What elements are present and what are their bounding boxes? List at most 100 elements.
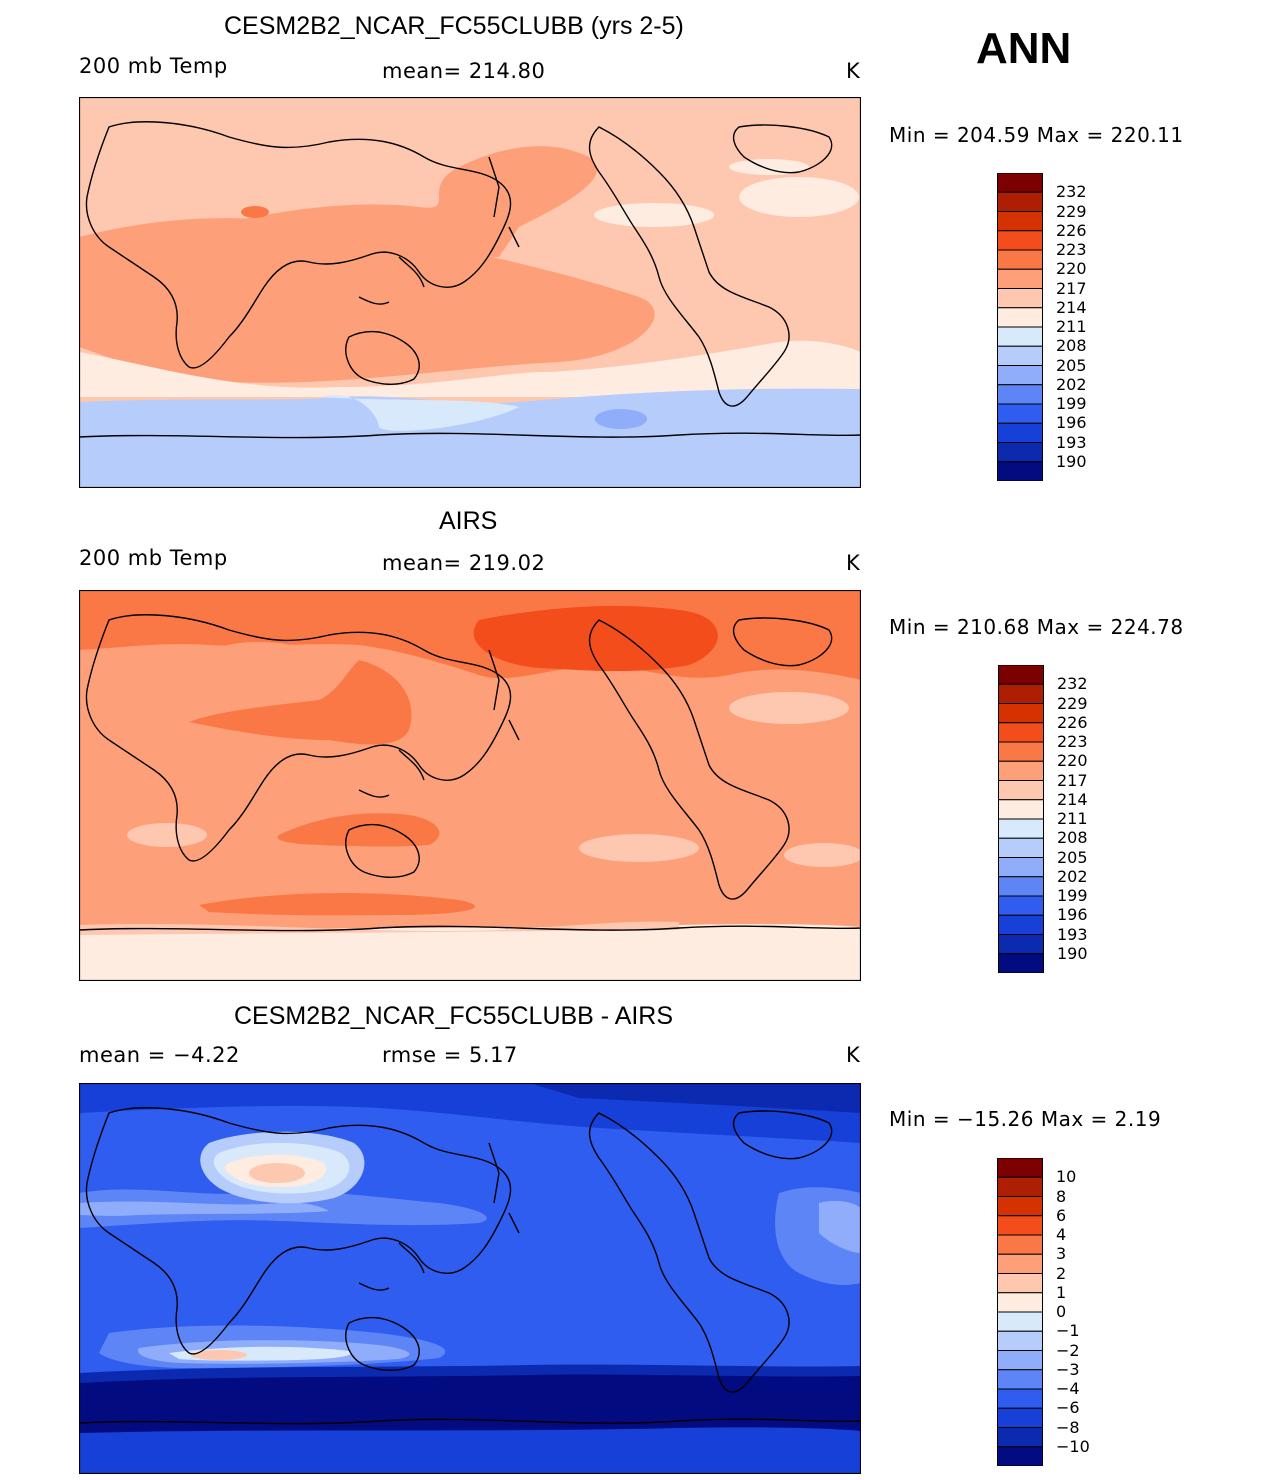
colorbar-swatch	[997, 191, 1043, 212]
panel2-colorbar	[998, 665, 1044, 973]
colorbar-swatch	[997, 249, 1043, 270]
colorbar-swatch	[997, 1369, 1043, 1390]
colorbar-swatch	[997, 1234, 1043, 1255]
panel1-contour-plot	[79, 97, 861, 488]
colorbar-tick-label: 3	[1056, 1244, 1067, 1264]
colorbar-tick-label: −10	[1056, 1436, 1090, 1456]
colorbar-tick-label: 205	[1057, 847, 1088, 867]
colorbar-swatch	[997, 1427, 1043, 1448]
colorbar-tick-label: 190	[1057, 943, 1088, 963]
colorbar-swatch	[997, 1446, 1043, 1466]
colorbar-swatch	[997, 1330, 1043, 1351]
panel3-minmax: Min = −15.26 Max = 2.19	[889, 1107, 1162, 1131]
colorbar-swatch	[997, 1158, 1043, 1178]
colorbar-swatch	[997, 384, 1043, 405]
colorbar-swatch	[997, 1407, 1043, 1428]
colorbar-tick-label: 208	[1057, 828, 1088, 848]
panel3-rmse-label: rmse = 5.17	[382, 1043, 518, 1067]
panel2-title: AIRS	[439, 507, 498, 535]
panel2-colorbar-swatches	[998, 665, 1044, 973]
colorbar-swatch	[997, 211, 1043, 232]
colorbar-swatch	[998, 665, 1044, 685]
colorbar-swatch	[998, 895, 1044, 916]
colorbar-swatch	[998, 799, 1044, 820]
colorbar-swatch	[997, 461, 1043, 481]
colorbar-tick-label: 193	[1056, 432, 1087, 452]
colorbar-swatch	[998, 818, 1044, 839]
colorbar-swatch	[997, 403, 1043, 424]
colorbar-swatch	[998, 934, 1044, 955]
panel2-variable-label: 200 mb Temp	[79, 546, 228, 570]
colorbar-tick-label: 193	[1057, 924, 1088, 944]
colorbar-tick-label: 199	[1057, 886, 1088, 905]
colorbar-swatch	[997, 1176, 1043, 1197]
colorbar-swatch	[997, 1388, 1043, 1409]
colorbar-swatch	[998, 722, 1044, 743]
colorbar-tick-label: 208	[1056, 336, 1087, 356]
colorbar-tick-label: 229	[1056, 201, 1087, 221]
colorbar-swatch	[997, 1196, 1043, 1217]
colorbar-swatch	[997, 1273, 1043, 1294]
colorbar-tick-label: 2	[1056, 1263, 1067, 1283]
panel1-units: K	[846, 59, 861, 83]
panel1-minmax: Min = 204.59 Max = 220.11	[889, 123, 1184, 147]
panel3-mean-label: mean = −4.22	[79, 1043, 240, 1067]
colorbar-tick-label: −1	[1056, 1321, 1080, 1341]
colorbar-swatch	[997, 268, 1043, 289]
colorbar-tick-label: 232	[1057, 674, 1088, 694]
colorbar-tick-label: 217	[1057, 770, 1088, 790]
colorbar-tick-label: 202	[1057, 866, 1088, 886]
colorbar-swatch	[998, 876, 1044, 897]
colorbar-swatch	[997, 1253, 1043, 1274]
colorbar-swatch	[998, 760, 1044, 781]
colorbar-tick-label: 232	[1056, 182, 1087, 202]
panel3-map	[79, 1083, 861, 1474]
colorbar-tick-label: 10	[1056, 1167, 1077, 1187]
colorbar-tick-label: −8	[1056, 1417, 1080, 1437]
colorbar-tick-label: 220	[1057, 751, 1088, 771]
colorbar-tick-label: 223	[1057, 732, 1088, 751]
colorbar-swatch	[997, 442, 1043, 463]
panel3-colorbar	[997, 1158, 1043, 1466]
colorbar-tick-label: 196	[1057, 905, 1088, 925]
colorbar-swatch	[997, 307, 1043, 328]
panel2-units: K	[846, 551, 861, 575]
colorbar-tick-label: −6	[1056, 1398, 1080, 1418]
colorbar-tick-label: 226	[1057, 712, 1088, 732]
colorbar-swatch	[998, 857, 1044, 878]
colorbar-tick-label: 196	[1056, 413, 1087, 433]
colorbar-swatch	[998, 953, 1044, 973]
colorbar-tick-label: 0	[1056, 1302, 1067, 1321]
colorbar-tick-label: −4	[1056, 1379, 1080, 1398]
colorbar-swatch	[997, 1311, 1043, 1332]
panel3-units: K	[846, 1043, 861, 1067]
colorbar-tick-label: 220	[1056, 259, 1087, 279]
colorbar-tick-label: 214	[1056, 297, 1087, 317]
colorbar-tick-label: −3	[1056, 1359, 1080, 1379]
panel1-title: CESM2B2_NCAR_FC55CLUBB (yrs 2-5)	[224, 12, 684, 40]
panel1-colorbar-swatches	[997, 173, 1043, 481]
colorbar-tick-label: 211	[1056, 317, 1087, 336]
colorbar-tick-label: 202	[1056, 374, 1087, 394]
panel1-variable-label: 200 mb Temp	[79, 54, 228, 78]
panel3-contour-plot	[79, 1083, 861, 1474]
colorbar-swatch	[998, 741, 1044, 762]
colorbar-tick-label: 205	[1056, 355, 1087, 375]
colorbar-swatch	[998, 703, 1044, 724]
colorbar-swatch	[997, 345, 1043, 366]
colorbar-tick-label: 1	[1056, 1282, 1067, 1302]
colorbar-swatch	[998, 780, 1044, 801]
colorbar-swatch	[997, 1350, 1043, 1371]
colorbar-swatch	[998, 683, 1044, 704]
colorbar-tick-label: 190	[1056, 451, 1087, 471]
panel2-minmax: Min = 210.68 Max = 224.78	[889, 615, 1184, 639]
colorbar-swatch	[998, 914, 1044, 935]
colorbar-swatch	[997, 230, 1043, 251]
colorbar-tick-label: 211	[1057, 809, 1088, 828]
colorbar-tick-label: 217	[1056, 278, 1087, 298]
panel1-colorbar	[997, 173, 1043, 481]
colorbar-tick-label: 214	[1057, 789, 1088, 809]
colorbar-tick-label: 226	[1056, 220, 1087, 240]
panel3-title: CESM2B2_NCAR_FC55CLUBB - AIRS	[234, 1002, 674, 1030]
colorbar-tick-label: 6	[1056, 1205, 1067, 1225]
